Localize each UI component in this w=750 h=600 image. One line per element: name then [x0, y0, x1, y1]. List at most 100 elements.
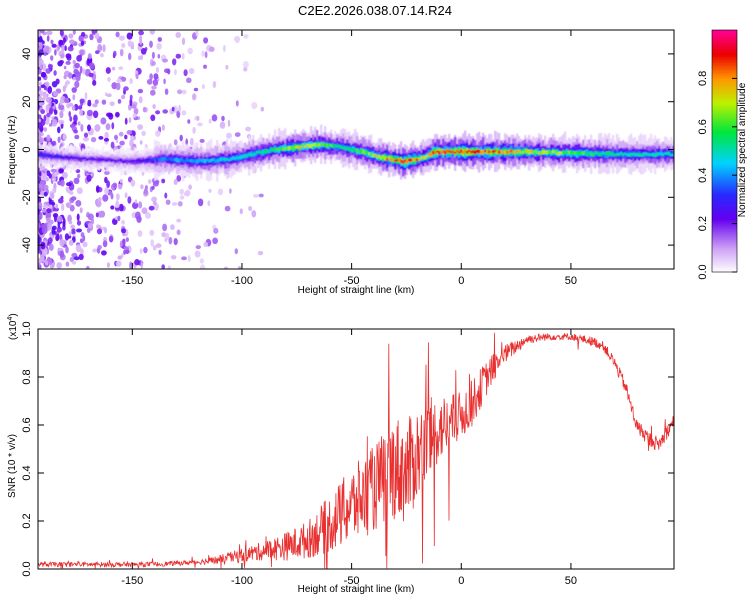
noise-blob: [56, 226, 62, 233]
ridge-cell: [516, 150, 519, 153]
noise-blob: [52, 187, 57, 194]
ridge-cell: [404, 159, 407, 163]
noise-blob: [83, 137, 89, 142]
ridge-cell: [432, 150, 435, 155]
ridge-cell: [582, 151, 585, 155]
noise-blob: [173, 139, 178, 146]
ridge-cell: [68, 157, 71, 160]
ridge-cell: [244, 154, 247, 158]
noise-blob: [151, 185, 155, 190]
colorbar-cell: [712, 155, 737, 158]
noise-blob: [58, 198, 64, 204]
noise-blob: [167, 265, 171, 269]
colorbar-cell: [712, 80, 737, 83]
noise-blob: [128, 52, 132, 61]
noise-blob: [129, 78, 133, 84]
noise-blob: [253, 165, 257, 174]
noise-blob: [149, 73, 153, 81]
noise-blob: [64, 233, 69, 241]
ridge-cell: [400, 159, 403, 164]
noise-blob: [178, 104, 182, 113]
noise-blob: [161, 264, 165, 269]
noise-blob: [149, 229, 155, 236]
noise-blob: [87, 222, 93, 229]
ridge-cell: [612, 152, 615, 156]
ridge-cell: [338, 145, 341, 148]
ridge-cell: [76, 157, 79, 161]
noise-blob: [94, 99, 99, 105]
ridge-cell: [376, 155, 379, 158]
ridge-cell: [504, 150, 507, 154]
noise-blob: [38, 249, 43, 254]
colorbar-cell: [712, 241, 737, 245]
ridge-cell: [652, 153, 655, 157]
noise-blob: [176, 229, 181, 236]
noise-blob: [107, 77, 111, 82]
noise-blob: [162, 58, 168, 63]
noise-blob: [223, 266, 229, 269]
colorbar-cell: [712, 205, 737, 208]
noise-blob: [68, 102, 74, 107]
ridge-cell: [590, 152, 593, 155]
colorbar-cell: [712, 36, 737, 39]
ridge-cell: [606, 151, 609, 155]
ridge-cell: [418, 157, 421, 161]
ridge-cell: [136, 159, 139, 162]
ridge-cell: [658, 152, 661, 156]
ridge-cell: [558, 152, 561, 155]
ridge-cell: [426, 155, 429, 158]
noise-blob: [51, 43, 57, 48]
ridge-cell: [280, 146, 283, 150]
colorbar-cell: [712, 70, 737, 73]
colorbar-cell: [712, 130, 737, 134]
ridge-cell: [210, 158, 213, 162]
ridge-cell: [570, 150, 573, 154]
colorbar-cell: [712, 267, 737, 271]
ridge-cell: [440, 151, 443, 154]
noise-blob: [137, 230, 143, 237]
noise-blob: [96, 228, 103, 235]
noise-blob: [158, 249, 162, 255]
noise-blob: [193, 87, 199, 92]
noise-blob: [56, 233, 60, 241]
noise-blob: [40, 30, 45, 34]
ridge-cell: [74, 156, 77, 159]
ridge-cell: [66, 155, 69, 159]
ridge-cell: [576, 151, 579, 155]
ridge-cell: [320, 143, 323, 146]
ridge-cell: [654, 153, 657, 157]
snr-y-ticks: 0.0 0.2 0.4 0.6 0.8 1.0: [21, 321, 674, 577]
noise-blob: [155, 130, 161, 137]
ridge-cell: [496, 151, 499, 154]
colorbar-cell: [712, 219, 737, 223]
ridge-cell: [332, 144, 335, 149]
noise-blob: [38, 30, 42, 38]
ridge-cell: [254, 152, 257, 156]
ridge-cell: [232, 156, 235, 160]
ridge-cell: [388, 156, 391, 159]
noise-blob: [100, 117, 107, 125]
ridge-cell: [52, 156, 55, 158]
noise-blob: [151, 61, 156, 66]
noise-blob: [94, 32, 100, 40]
colorbar-cell: [712, 112, 737, 116]
ridge-cell: [506, 150, 509, 154]
ridge-cell: [134, 160, 137, 163]
noise-blob: [38, 69, 42, 75]
ridge-cell: [152, 158, 155, 161]
ridge-cell: [638, 153, 641, 157]
ridge-cell: [148, 157, 151, 161]
colorbar-cell: [712, 201, 737, 204]
noise-blob: [46, 170, 51, 177]
spectrogram-y-tick-label: -40: [21, 237, 33, 253]
ridge-cell: [328, 143, 331, 147]
noise-blob: [38, 76, 42, 81]
spectrogram-x-tick-label: 0: [458, 275, 464, 287]
ridge-cell: [94, 158, 97, 161]
ridge-cell: [42, 154, 45, 156]
ridge-cell: [326, 143, 329, 148]
noise-blob: [110, 205, 115, 210]
noise-blob: [117, 215, 121, 222]
noise-blob: [38, 236, 41, 244]
ridge-cell: [538, 151, 541, 154]
